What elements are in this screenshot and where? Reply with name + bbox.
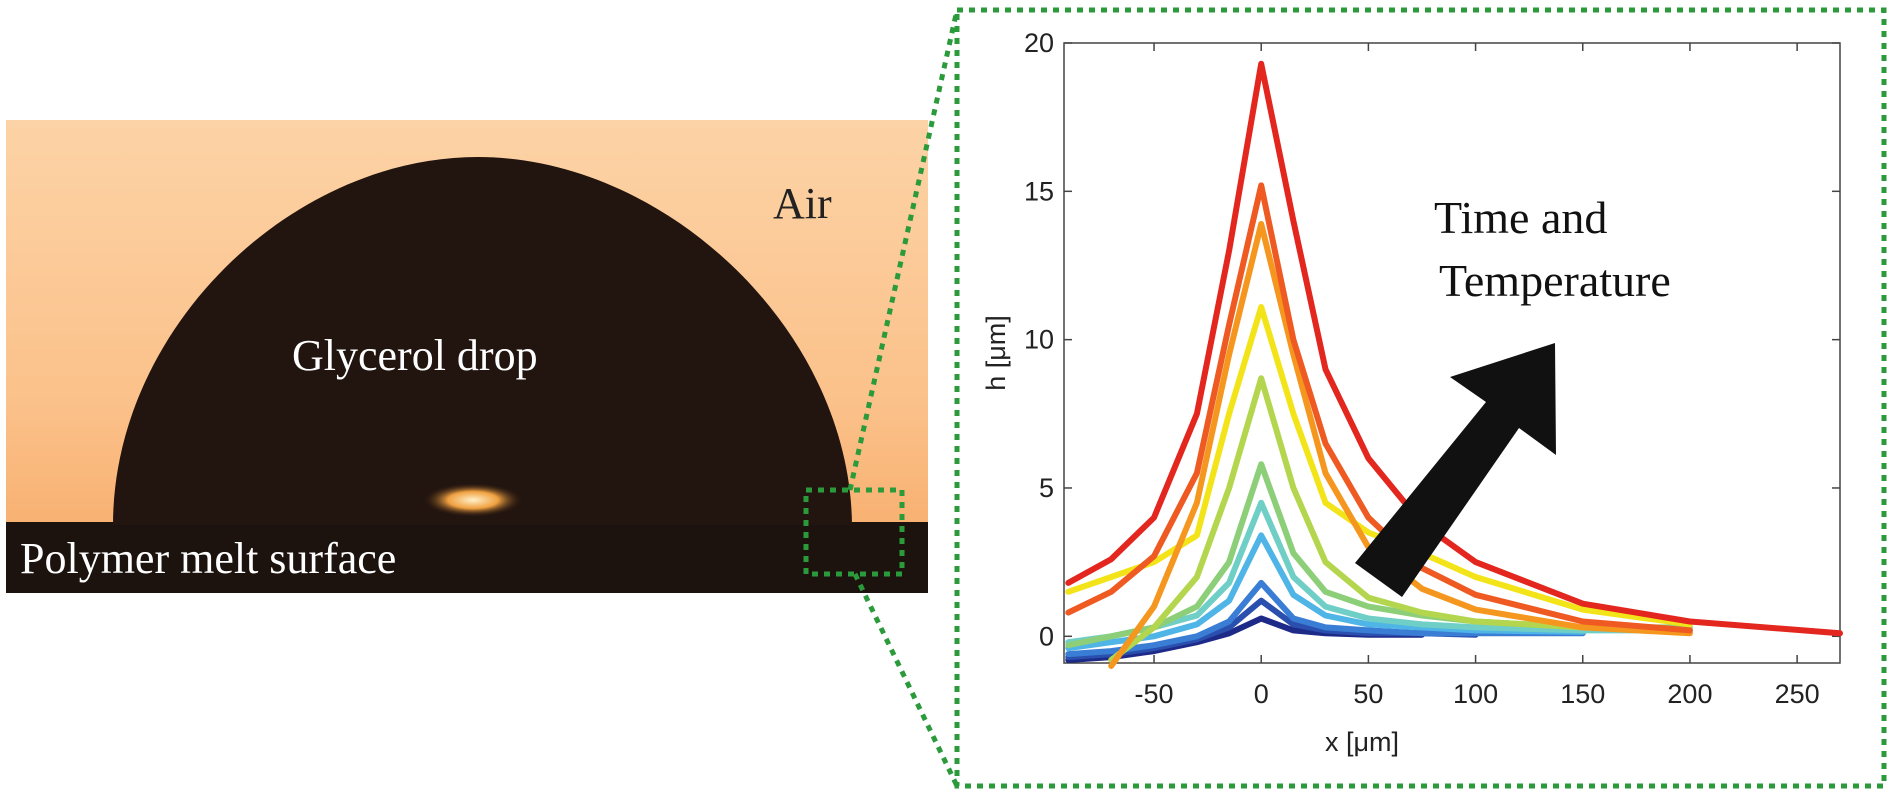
annotation: Temperature [1439,255,1671,306]
air-label: Air [773,179,832,228]
glycerol-drop [113,157,852,525]
x-tick-label: -50 [1135,679,1174,709]
x-tick-label: 200 [1667,679,1712,709]
y-tick-label: 10 [1024,325,1054,355]
series-line [1065,579,1586,658]
y-tick-label: 15 [1024,176,1054,206]
x-tick-label: 250 [1775,679,1820,709]
surface-label: Polymer melt surface [20,534,396,583]
zoom-frame [954,7,1887,789]
zoom-box [803,7,1887,789]
series-line [1065,182,1693,634]
x-tick-label: 150 [1560,679,1605,709]
x-tick-label: 0 [1254,679,1269,709]
plot-area [1063,42,1841,664]
trend-arrow [1355,343,1556,597]
annotation: Time and [1434,192,1607,243]
zoom-connector [852,572,960,788]
y-tick-label: 0 [1039,621,1054,651]
melt-surface [6,522,928,593]
photo: Air Glycerol drop Polymer melt surface [6,120,928,593]
y-tick-label: 5 [1039,473,1054,503]
x-axis-label: x [μm] [1325,727,1399,757]
chart: 0 5 10 15 20 -50 0 50 100 150 200 250 Time and Temper… [981,28,1843,757]
series-line [1108,221,1693,669]
series-line [1065,304,1693,628]
drop-label: Glycerol drop [292,331,538,380]
reflection [423,483,523,517]
x-tick-label: 100 [1453,679,1498,709]
series-line [1065,60,1843,637]
series-line [1108,375,1693,663]
x-tick-label: 50 [1353,679,1383,709]
y-axis-label: h [μm] [981,315,1011,391]
zoom-region [803,487,905,577]
zoom-connector [847,9,960,491]
y-tick-label: 20 [1024,28,1054,58]
